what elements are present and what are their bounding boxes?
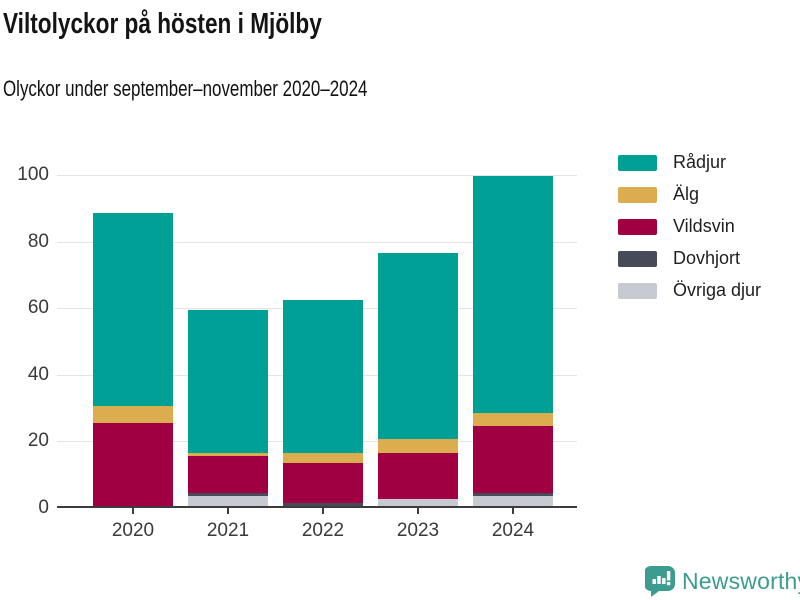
bar-segment-älg	[188, 452, 268, 457]
bar-2023	[378, 252, 458, 506]
bar-segment-vildsvin	[93, 422, 173, 506]
legend-label: Dovhjort	[673, 248, 741, 268]
legend-label: Rådjur	[673, 152, 727, 172]
legend-item-rådjur: Rådjur	[618, 152, 761, 173]
gridline	[57, 175, 577, 176]
bar-segment-älg	[378, 439, 458, 453]
legend-item-dovhjort: Dovhjort	[618, 248, 761, 269]
legend-item-övriga-djur: Övriga djur	[618, 280, 761, 301]
page-subtitle: Olyckor under september–november 2020–20…	[3, 76, 368, 101]
x-axis-label: 2020	[111, 520, 155, 541]
brand-name: Newsworthy	[682, 567, 800, 594]
bar-segment-älg	[473, 412, 553, 427]
plot-area: 0 20 40 60 80 100 2020 2021 2022 2023 2024	[17, 164, 577, 541]
x-axis-label: 2022	[301, 520, 345, 541]
legend-label: Vildsvin	[673, 216, 735, 236]
legend-item-älg: Älg	[618, 184, 761, 205]
bar-segment-vildsvin	[283, 462, 363, 503]
brand-footer: Newsworthy	[645, 565, 800, 597]
bar-segment-övriga-djur	[473, 496, 553, 506]
y-axis-label: 80	[27, 230, 49, 252]
legend-label: Älg	[673, 184, 700, 204]
bar-segment-vildsvin	[473, 426, 553, 493]
legend-swatch	[618, 186, 657, 203]
bar-segment-rådjur	[378, 252, 458, 440]
x-tick-mark	[322, 508, 324, 514]
bar-segment-vildsvin	[378, 452, 458, 500]
bar-segment-vildsvin	[188, 456, 268, 493]
bar-segment-dovhjort	[188, 492, 268, 497]
legend-swatch	[618, 282, 657, 299]
bar-segment-dovhjort	[473, 492, 553, 497]
x-tick-mark	[227, 508, 229, 514]
page-title: Viltolyckor på hösten i Mjölby	[3, 8, 322, 40]
bar-segment-rådjur	[473, 176, 553, 413]
bar-segment-rådjur	[188, 309, 268, 453]
legend-item-vildsvin: Vildsvin	[618, 216, 761, 237]
x-axis-label: 2024	[491, 520, 535, 541]
y-axis-label: 60	[27, 297, 49, 319]
x-tick-mark	[512, 508, 514, 514]
x-tick-mark	[417, 508, 419, 514]
bar-segment-övriga-djur	[188, 496, 268, 506]
legend-label: Övriga djur	[673, 280, 762, 300]
bar-segment-älg	[283, 452, 363, 463]
bar-2021	[188, 309, 268, 506]
legend-swatch	[618, 250, 657, 267]
legend-swatch	[618, 218, 657, 235]
y-axis-label: 40	[27, 363, 49, 385]
y-axis-label: 0	[38, 497, 49, 518]
bar-2024	[473, 176, 553, 506]
bar-segment-dovhjort	[283, 502, 363, 506]
legend: Rådjur Älg Vildsvin Dovhjort Övriga djur	[618, 152, 761, 301]
x-axis-label: 2023	[396, 520, 440, 541]
bar-segment-rådjur	[93, 212, 173, 407]
bar-segment-rådjur	[283, 299, 363, 453]
bar-2022	[283, 299, 363, 506]
gridline	[57, 241, 577, 243]
x-axis-label: 2021	[206, 520, 250, 541]
bar-2020	[93, 212, 173, 506]
bar-segment-älg	[93, 406, 173, 423]
newsworthy-logo-icon	[645, 566, 675, 597]
x-tick-mark	[132, 508, 134, 514]
y-axis-label: 100	[17, 164, 49, 185]
legend-swatch	[618, 154, 657, 171]
bar-segment-övriga-djur	[378, 499, 458, 506]
y-axis-label: 20	[27, 430, 49, 452]
